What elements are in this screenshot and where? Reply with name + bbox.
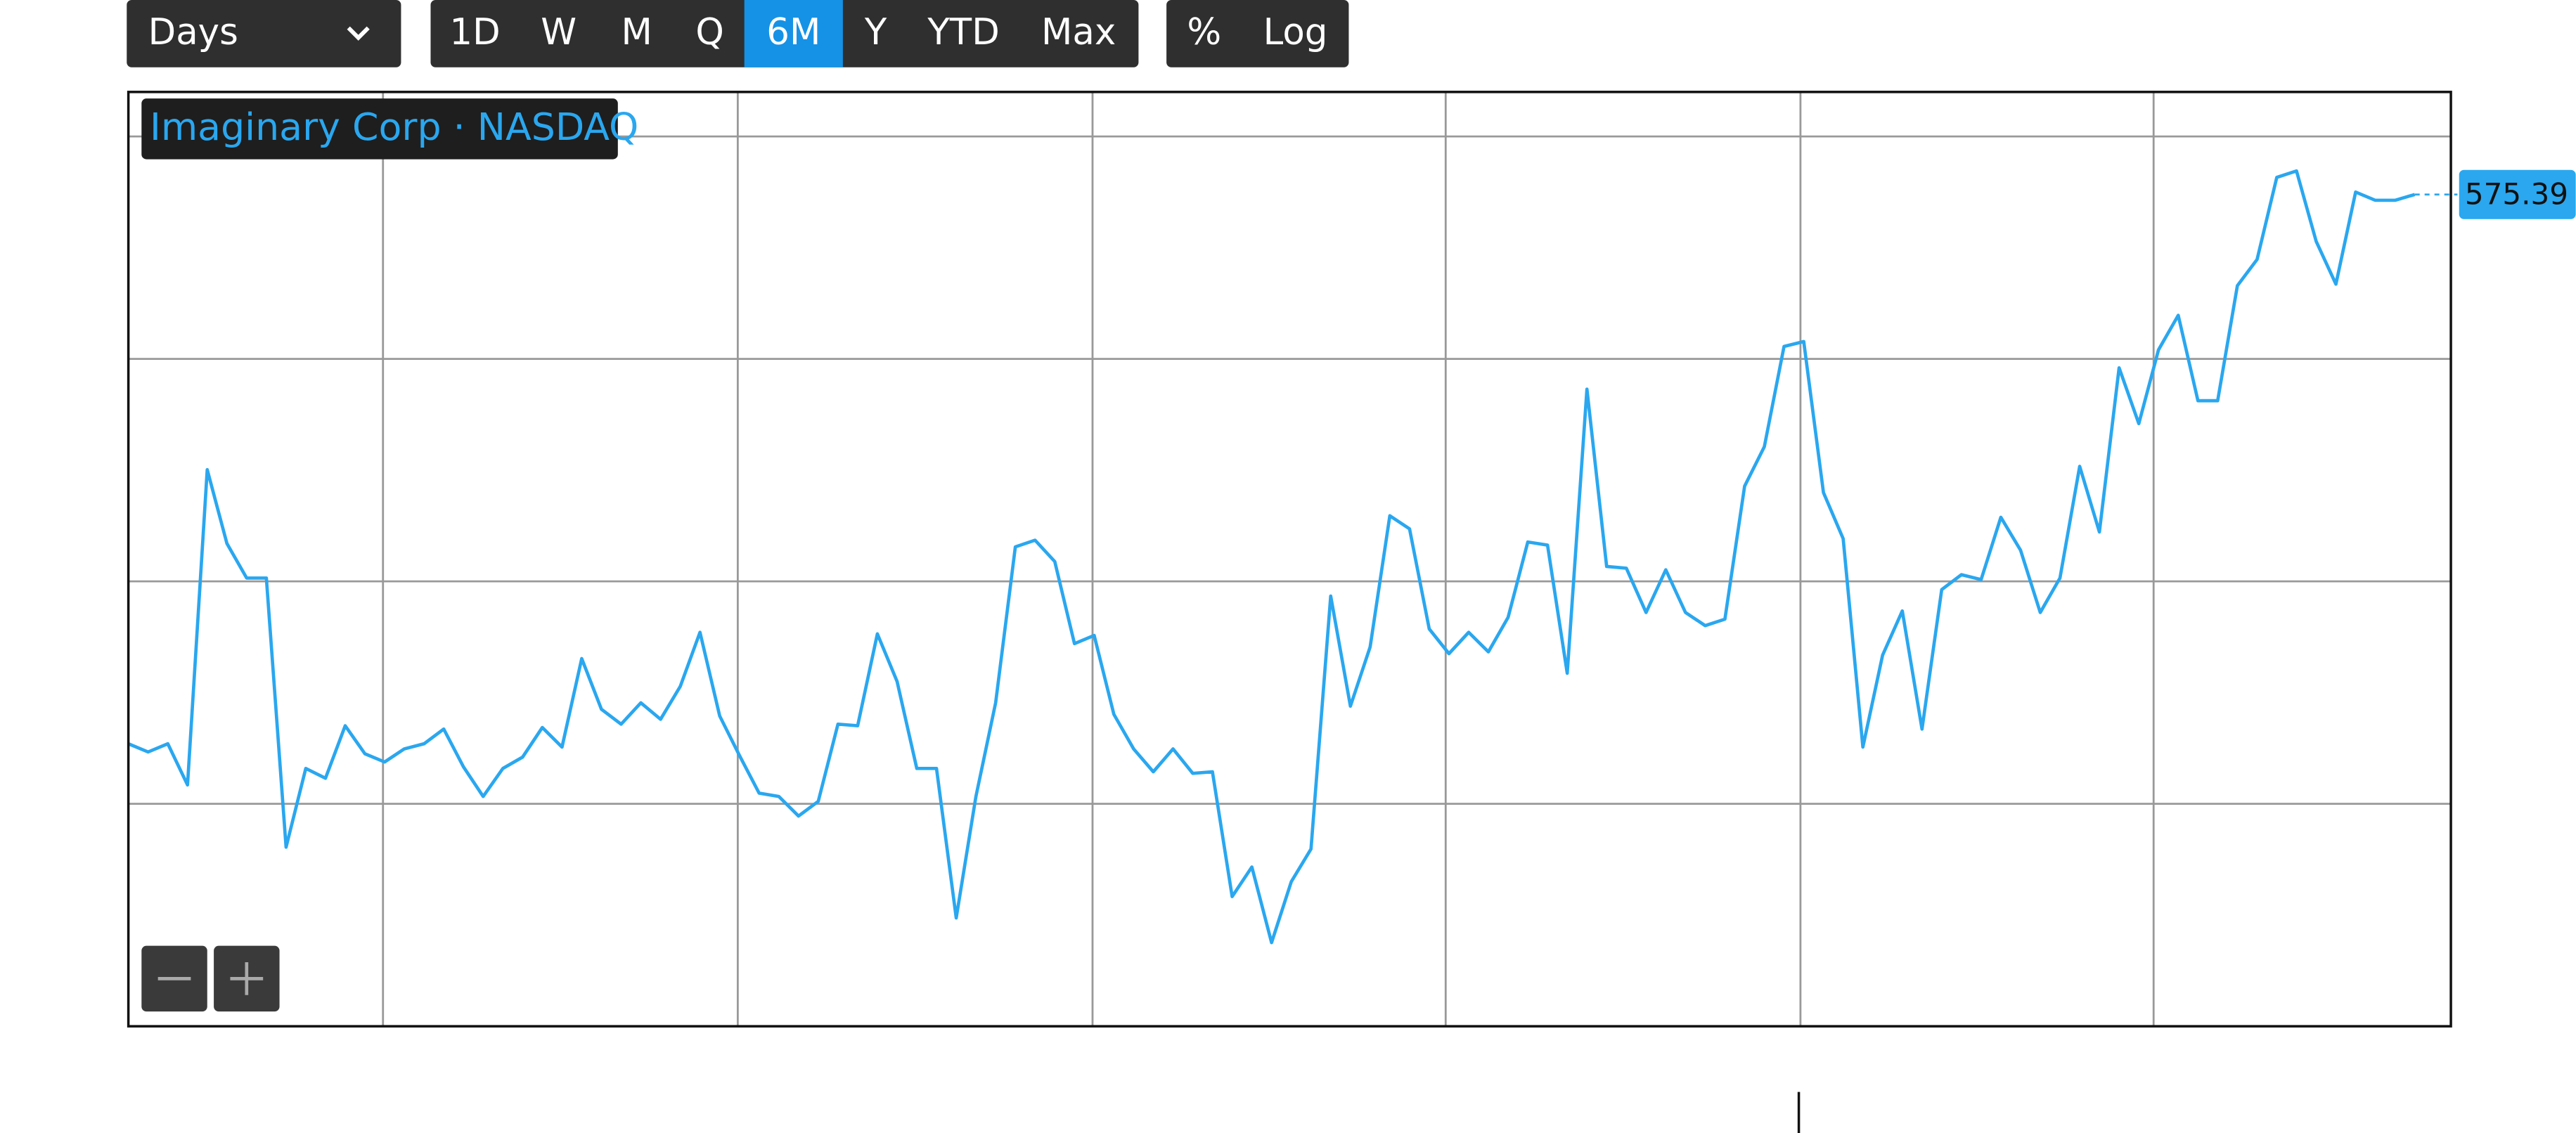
legend-entry: Imaginary Corp · NASDAQ [150, 105, 638, 149]
dropdown-bg[interactable] [127, 0, 401, 67]
legend-box [141, 98, 618, 160]
vertical-grid [128, 91, 2452, 1027]
dropdown-arrow [347, 26, 370, 41]
last-price-label: 575.39 [2465, 177, 2568, 212]
last-price-box [2459, 169, 2576, 219]
scale-buttons: % Log [1166, 0, 1349, 67]
interval-dropdown[interactable]: Days [127, 0, 401, 67]
range-button[interactable]: YTD [927, 11, 999, 53]
range-button[interactable]: 1D [449, 11, 500, 53]
range-button[interactable]: 6M [766, 11, 820, 53]
range-button[interactable]: Max [1041, 11, 1116, 53]
scale-button[interactable]: % [1187, 11, 1221, 53]
range-buttons: 1D W M Q 6M Y YTD Max [430, 0, 1139, 67]
scale-button[interactable]: Log [1263, 11, 1328, 53]
range-button-active[interactable] [744, 0, 843, 67]
range-button[interactable]: M [622, 11, 652, 53]
dropdown-label[interactable]: Days [148, 11, 238, 53]
range-button[interactable]: W [541, 11, 577, 53]
zoom-out-button[interactable] [141, 945, 207, 1012]
plot [127, 169, 2416, 945]
zoom-in-button[interactable] [214, 945, 280, 1012]
price-line [127, 169, 2416, 945]
range-button[interactable]: Y [864, 11, 887, 53]
range-button[interactable]: Q [695, 11, 723, 53]
scale-group-bg [1166, 0, 1349, 67]
plot-frame [127, 91, 2452, 1028]
